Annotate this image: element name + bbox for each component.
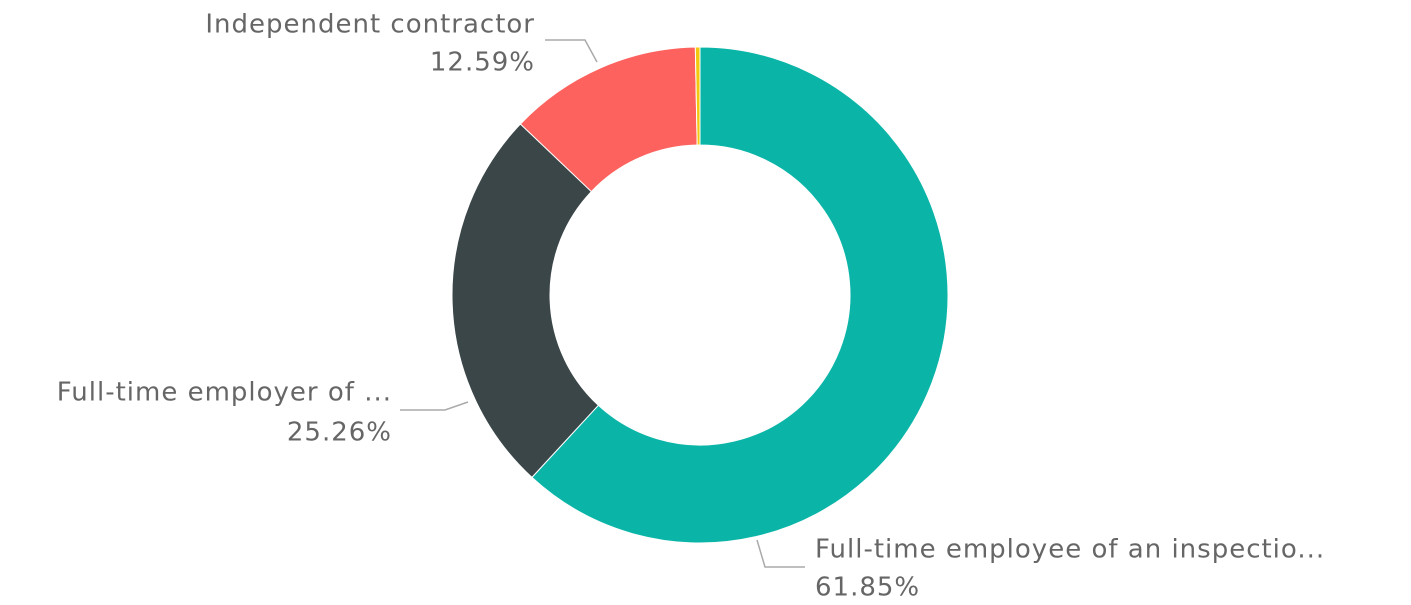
- leader-line: [756, 539, 805, 568]
- donut-slice: [531, 46, 949, 544]
- slice-value-label: 61.85%: [815, 573, 920, 603]
- donut-slice: [694, 46, 701, 146]
- slice-value-label: 12.59%: [430, 48, 535, 78]
- slice-label: Full-time employee of an inspectio...: [815, 535, 1325, 565]
- slice-value-label: 25.26%: [287, 418, 392, 448]
- leader-line: [400, 401, 469, 411]
- donut-slice: [451, 123, 600, 479]
- slice-label: Independent contractor: [205, 10, 535, 40]
- leader-line: [545, 39, 598, 63]
- slice-label: Full-time employer of ...: [57, 378, 392, 408]
